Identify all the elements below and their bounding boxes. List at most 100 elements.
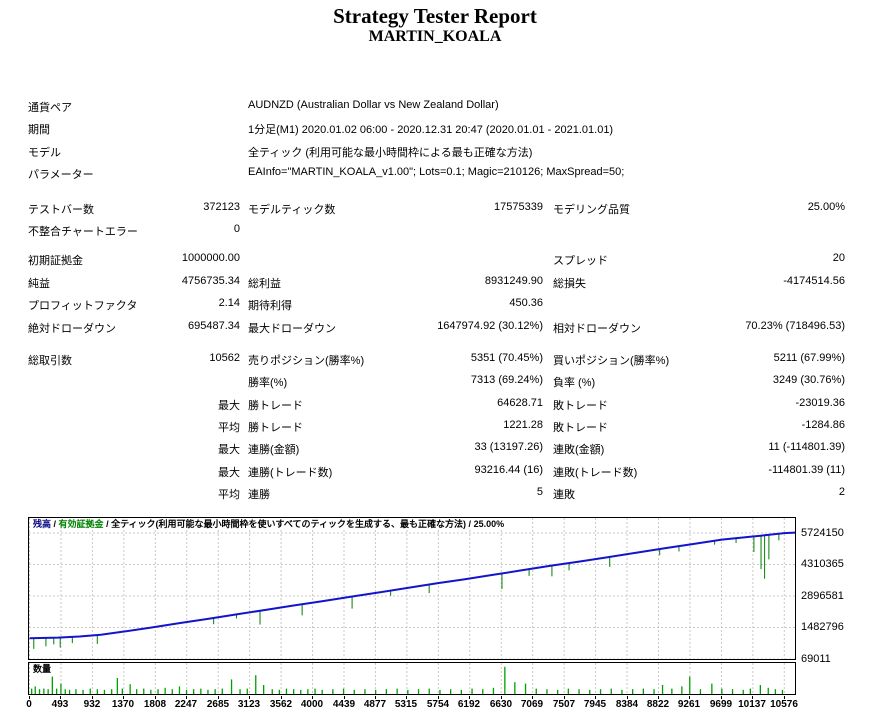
table-row: 平均 勝トレード 1221.28 敗トレード -1284.86 <box>0 419 870 441</box>
field-label: 連敗(金額) <box>553 444 605 457</box>
balance-chart-legend: 残高 / 有効証拠金 / 全ティック(利用可能な最小時間枠を使いすべてのティック… <box>31 518 507 530</box>
y-axis-label: 5724150 <box>801 527 844 539</box>
field-label: モデルティック数 <box>248 203 336 216</box>
field-label: 純益 <box>28 277 50 290</box>
field-label: 最大ドローダウン <box>248 322 336 335</box>
table-cell: 期待利得 450.36 <box>248 297 543 313</box>
x-axis-label: 4877 <box>363 699 387 710</box>
table-cell: 初期証拠金 1000000.00 <box>28 252 240 268</box>
volume-chart-canvas <box>29 663 785 694</box>
field-label: 勝トレード <box>248 422 303 435</box>
x-axis-tick <box>281 696 282 699</box>
field-value: 0 <box>233 222 240 235</box>
legend-equity: 有効証拠金 <box>58 519 104 529</box>
field-label: パラメーター <box>28 169 94 182</box>
volume-chart <box>28 662 796 695</box>
x-axis-label: 9699 <box>709 699 733 710</box>
x-axis-label: 6192 <box>457 699 481 710</box>
table-cell: 相対ドローダウン 70.23% (718496.53) <box>553 320 845 336</box>
field-value: 7313 (69.24%) <box>470 374 543 387</box>
field-value: 最大 <box>218 444 240 457</box>
field-value: 64628.71 <box>497 396 543 409</box>
x-axis-label: 3123 <box>237 699 261 710</box>
table-cell: 連敗 2 <box>553 486 845 502</box>
table-cell: 平均 <box>28 486 240 502</box>
y-axis-label: 1482796 <box>801 621 844 633</box>
field-label: プロフィットファクタ <box>28 300 138 313</box>
table-cell: 通貨ペア <box>28 99 240 115</box>
x-axis-tick <box>406 696 407 699</box>
x-axis-label: 6630 <box>489 699 513 710</box>
field-value: 5211 (67.99%) <box>773 351 845 364</box>
x-axis-label: 3562 <box>269 699 293 710</box>
field-label: 期待利得 <box>248 300 292 313</box>
table-row: 絶対ドローダウン 695487.34 最大ドローダウン 1647974.92 (30.… <box>0 320 870 342</box>
x-axis-tick <box>344 696 345 699</box>
field-label: 負率 (%) <box>553 377 596 390</box>
x-axis-label: 4439 <box>332 699 356 710</box>
legend-sep: / <box>53 519 59 529</box>
field-value: 70.23% (718496.53) <box>745 319 845 332</box>
field-value: 3249 (30.76%) <box>772 374 845 387</box>
field-label: 売りポジション(勝率%) <box>248 354 365 367</box>
field-value: 4756735.34 <box>181 274 240 287</box>
field-value: 695487.34 <box>188 319 240 332</box>
field-label: 通貨ペア <box>28 102 72 114</box>
table-cell: 連勝(金額) 33 (13197.26) <box>248 441 543 457</box>
field-value: 10562 <box>209 351 240 364</box>
x-axis-label: 10137 <box>738 699 766 710</box>
x-axis-tick <box>92 696 93 699</box>
table-cell: 敗トレード -23019.36 <box>553 397 845 413</box>
table-cell: 勝トレード 64628.71 <box>248 397 543 413</box>
field-value: -1284.86 <box>801 419 845 432</box>
field-value: 20 <box>832 252 845 265</box>
x-axis-label: 2247 <box>174 699 198 710</box>
x-axis-tick <box>186 696 187 699</box>
x-axis-tick <box>218 696 219 699</box>
field-value: 1647974.92 (30.12%) <box>437 319 543 332</box>
field-label: 総損失 <box>553 277 586 290</box>
report-header: Strategy Tester Report MARTIN_KOALA <box>0 4 870 46</box>
field-label: 勝率(%) <box>248 377 288 390</box>
x-axis-label: 1370 <box>111 699 135 710</box>
field-value: 372123 <box>203 200 240 213</box>
field-label: 連敗 <box>553 489 575 502</box>
table-row <box>0 189 870 201</box>
table-cell: 期間 <box>28 121 240 137</box>
table-row: 最大 連勝(金額) 33 (13197.26) 連敗(金額) 11 (-114801.3… <box>0 441 870 463</box>
x-axis-tick <box>721 696 722 699</box>
table-row: プロフィットファクタ 2.14 期待利得 450.36 <box>0 297 870 319</box>
field-value: 450.36 <box>509 297 543 310</box>
field-label: 総利益 <box>248 277 281 290</box>
field-value-wide: AUDNZD (Australian Dollar vs New Zealand… <box>248 99 499 111</box>
table-cell: 連敗(金額) 11 (-114801.39) <box>553 441 845 457</box>
x-axis-tick <box>532 696 533 699</box>
field-value: 5351 (70.45%) <box>470 351 543 364</box>
field-value: -23019.36 <box>795 396 845 409</box>
field-label: モデリング品質 <box>553 203 630 216</box>
field-label: テストバー数 <box>28 203 94 216</box>
x-axis-tick <box>312 696 313 699</box>
field-value: 11 (-114801.39) <box>768 441 845 454</box>
field-value: 1000000.00 <box>181 252 240 265</box>
x-axis-tick <box>784 696 785 699</box>
table-cell: 最大 <box>28 441 240 457</box>
table-cell: 連勝(トレード数) 93216.44 (16) <box>248 464 543 480</box>
field-label: 連敗(トレード数) <box>553 466 638 479</box>
field-label: スプレッド <box>553 255 608 268</box>
table-cell: プロフィットファクタ 2.14 <box>28 297 240 313</box>
x-axis-label: 4000 <box>300 699 324 710</box>
table-row: 最大 勝トレード 64628.71 敗トレード -23019.36 <box>0 397 870 419</box>
field-label: モデル <box>28 146 61 159</box>
x-axis-label: 9261 <box>677 699 701 710</box>
field-value: 2 <box>838 486 845 499</box>
x-axis-tick <box>438 696 439 699</box>
field-value: 33 (13197.26) <box>474 441 544 454</box>
x-axis-label: 2685 <box>206 699 230 710</box>
report-table: 通貨ペア AUDNZD (Australian Dollar vs New Zea… <box>0 99 870 509</box>
table-cell: 総取引数 10562 <box>28 352 240 368</box>
x-axis-label: 5754 <box>426 699 450 710</box>
x-axis-label: 7069 <box>520 699 544 710</box>
balance-chart <box>28 517 796 660</box>
